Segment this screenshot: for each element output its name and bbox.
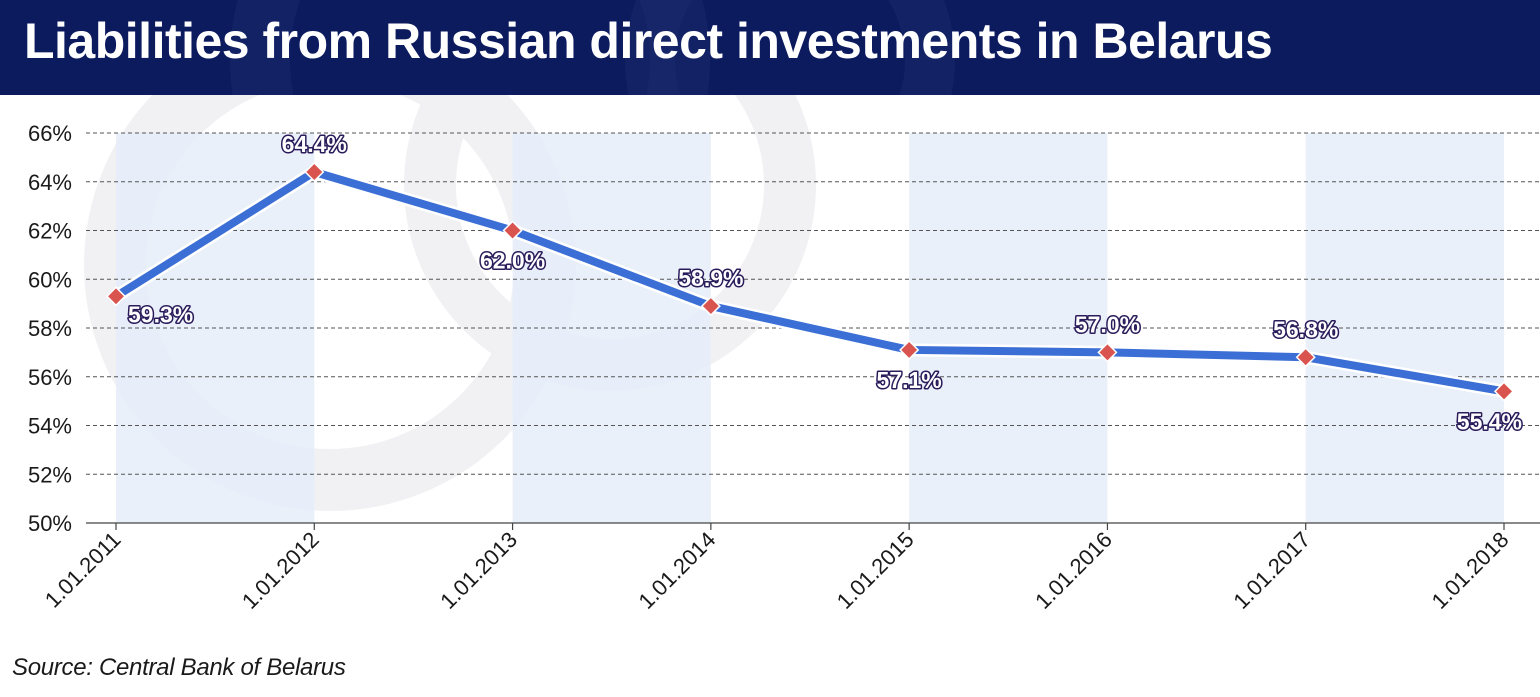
line-chart: 50%52%54%56%58%60%62%64%66% 1.01.2011 1.0…: [28, 0, 1540, 614]
data-label: 57.0%: [1075, 311, 1140, 337]
y-axis-ticks: 50% 52% 54% 56% 58% 60% 62% 64% 66%: [28, 121, 72, 536]
series-line-path: [113, 168, 1505, 396]
x-tick-label: 1.01.2017: [1228, 527, 1315, 614]
x-tick-label: 1.01.2014: [634, 527, 721, 614]
header-watermark: [230, 0, 955, 95]
source-note: Source: Central Bank of Belarus: [12, 654, 346, 681]
data-label: 55.4%: [1457, 408, 1522, 434]
x-tick-label: 1.01.2013: [435, 527, 522, 614]
data-label: 59.3%: [128, 301, 193, 327]
data-point-marker: [304, 161, 325, 183]
data-point-marker: [1295, 347, 1316, 368]
y-tick-label: 52%: [28, 462, 72, 487]
x-tick-label: 1.01.2016: [1030, 527, 1117, 614]
data-label: 64.4%: [282, 131, 347, 157]
chart-title: Liabilities from Russian direct investme…: [24, 13, 1273, 69]
data-point-marker: [1097, 342, 1118, 363]
data-labels: 59.3% 64.4% 62.0% 58.9% 57.1% 57.0% 56.8% 55.4%: [127, 130, 1524, 436]
chart-area: 50% 52% 54% 56% 58% 60% 62% 64% 66% 1.01.2011 1.0…: [0, 0, 1540, 655]
data-point-marker: [502, 220, 523, 241]
x-tick-label: 1.01.2011: [40, 527, 126, 613]
x-tick-label: 1.01.2018: [1427, 527, 1514, 614]
data-point-marker: [899, 339, 920, 360]
y-tick-label: 64%: [28, 170, 72, 195]
y-tick-label: 54%: [28, 414, 72, 439]
data-label: 57.1%: [877, 367, 942, 393]
y-tick-label: 56%: [28, 365, 72, 390]
gridlines: [86, 132, 1540, 475]
y-tick-label: 58%: [28, 316, 72, 341]
chart-header: Liabilities from Russian direct investme…: [0, 0, 1540, 95]
y-tick-label: 62%: [28, 219, 72, 244]
data-label: 62.0%: [480, 248, 545, 274]
y-tick-label: 50%: [28, 511, 72, 536]
series-line: [112, 165, 1506, 398]
data-point-marker: [700, 296, 721, 317]
x-tick-label: 1.01.2015: [832, 527, 919, 614]
y-tick-label: 60%: [28, 267, 72, 292]
data-point-marker: [1493, 381, 1515, 402]
data-label: 58.9%: [678, 265, 743, 291]
data-label: 56.8%: [1273, 316, 1338, 342]
x-tick-label: 1.01.2012: [237, 527, 324, 614]
x-axis: 1.01.2011 1.01.2012 1.01.2013 1.01.2014 1.01…: [40, 522, 1540, 614]
data-point-marker: [105, 286, 127, 307]
y-tick-label: 66%: [28, 121, 72, 146]
series-markers: [105, 161, 1515, 402]
